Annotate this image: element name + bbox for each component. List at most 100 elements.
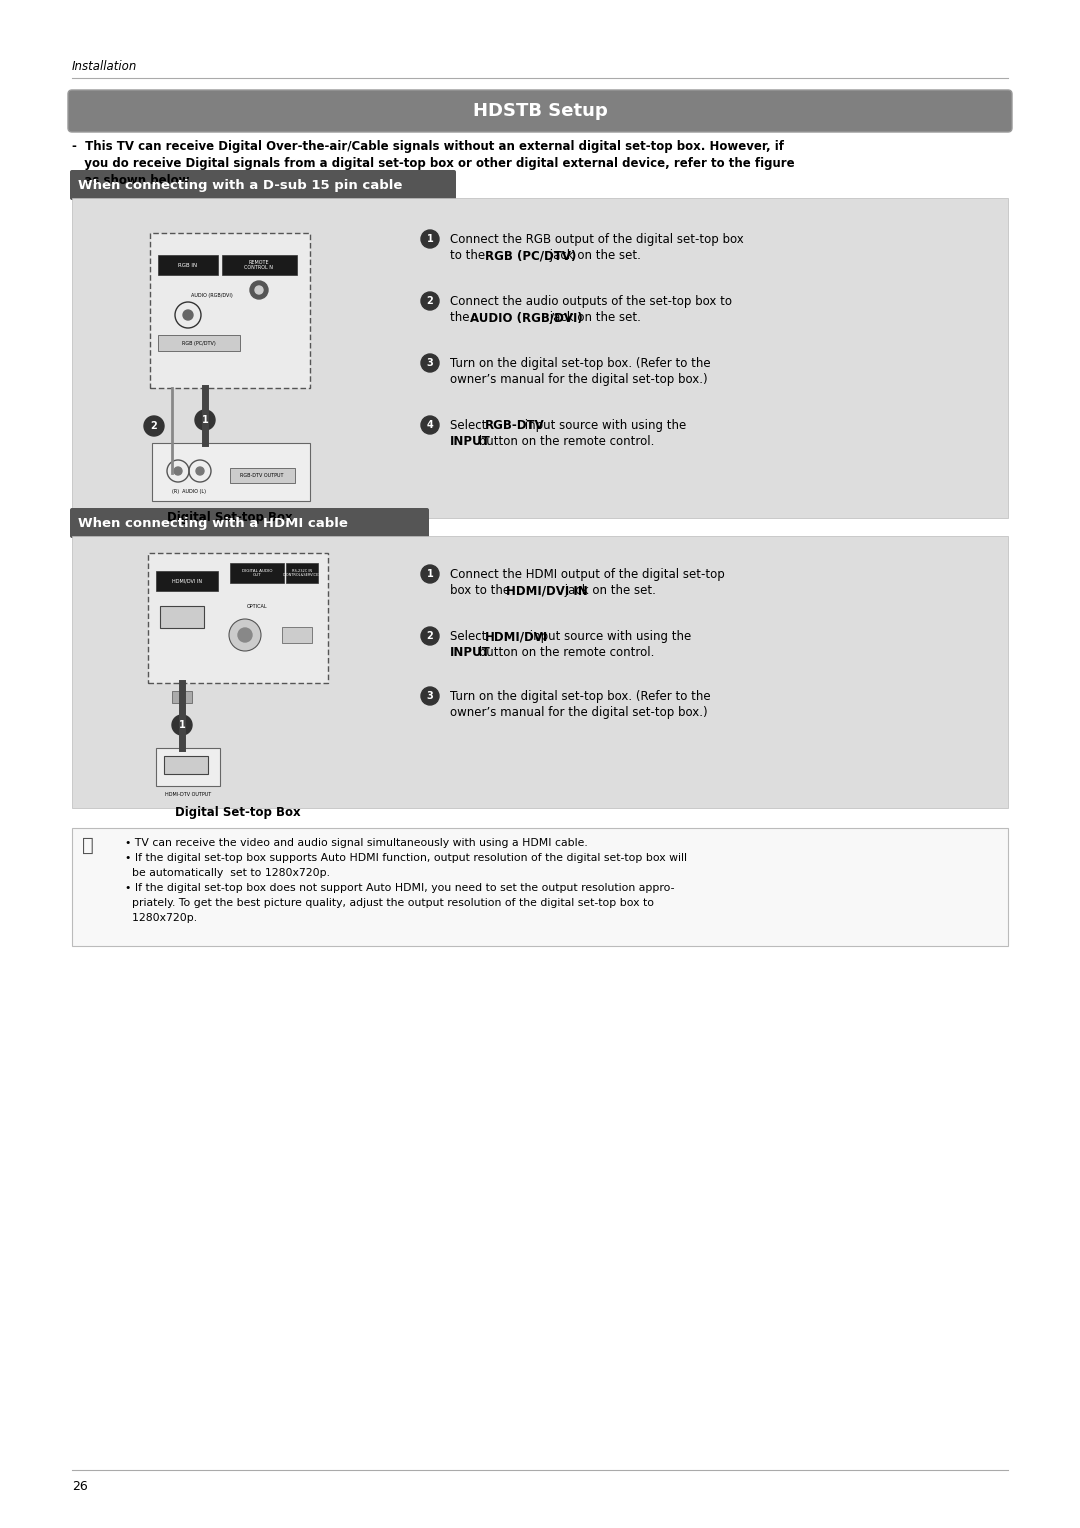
- Text: jack on the set.: jack on the set.: [546, 249, 640, 261]
- Text: When connecting with a HDMI cable: When connecting with a HDMI cable: [78, 516, 348, 530]
- Circle shape: [172, 715, 192, 735]
- Circle shape: [249, 281, 268, 299]
- Text: 3: 3: [427, 358, 433, 368]
- Bar: [222, 255, 297, 275]
- Bar: [160, 607, 204, 628]
- Text: 1: 1: [427, 568, 433, 579]
- Text: Installation: Installation: [72, 60, 137, 73]
- Text: jack on the set.: jack on the set.: [546, 312, 640, 324]
- Circle shape: [421, 416, 438, 434]
- Bar: [158, 255, 218, 275]
- Text: Turn on the digital set-top box. (Refer to the: Turn on the digital set-top box. (Refer …: [450, 691, 711, 703]
- Text: 1: 1: [202, 416, 208, 425]
- Text: to the: to the: [450, 249, 489, 261]
- Bar: [156, 571, 218, 591]
- Circle shape: [421, 688, 438, 704]
- Text: (R)  AUDIO (L): (R) AUDIO (L): [172, 489, 206, 494]
- FancyBboxPatch shape: [70, 507, 429, 538]
- Text: 4: 4: [427, 420, 433, 429]
- Circle shape: [229, 619, 261, 651]
- Text: REMOTE
CONTROL N: REMOTE CONTROL N: [244, 260, 273, 270]
- Text: 1280x720p.: 1280x720p.: [125, 914, 198, 923]
- Bar: [72, 828, 1008, 946]
- Text: as shown below.: as shown below.: [72, 174, 193, 186]
- Text: 2: 2: [427, 296, 433, 306]
- Text: jack on the set.: jack on the set.: [562, 584, 656, 597]
- Bar: [72, 536, 1008, 808]
- Circle shape: [255, 286, 264, 293]
- Text: priately. To get the best picture quality, adjust the output resolution of the d: priately. To get the best picture qualit…: [125, 898, 654, 908]
- Text: input source with using the: input source with using the: [526, 630, 691, 643]
- Circle shape: [421, 231, 438, 248]
- Text: 🖊: 🖊: [82, 836, 94, 856]
- Circle shape: [421, 292, 438, 310]
- Text: • TV can receive the video and audio signal simultaneously with using a HDMI cab: • TV can receive the video and audio sig…: [125, 837, 588, 848]
- Text: Digital Set-top Box: Digital Set-top Box: [175, 805, 301, 819]
- Text: Connect the HDMI output of the digital set-top: Connect the HDMI output of the digital s…: [450, 568, 725, 581]
- Text: 26: 26: [72, 1481, 87, 1493]
- Bar: [172, 691, 192, 703]
- FancyBboxPatch shape: [70, 170, 456, 200]
- Text: INPUT: INPUT: [450, 435, 490, 448]
- Circle shape: [195, 410, 215, 429]
- Text: DIGITAL AUDIO
OUT: DIGITAL AUDIO OUT: [242, 568, 272, 578]
- Text: OPTICAL: OPTICAL: [246, 604, 268, 608]
- Text: INPUT: INPUT: [450, 646, 490, 659]
- Text: Select: Select: [450, 630, 490, 643]
- Circle shape: [421, 626, 438, 645]
- Circle shape: [238, 628, 252, 642]
- Circle shape: [174, 468, 183, 475]
- Circle shape: [195, 468, 204, 475]
- Text: HDMI-DTV OUTPUT: HDMI-DTV OUTPUT: [165, 792, 211, 798]
- Text: RGB IN: RGB IN: [178, 263, 198, 267]
- Text: When connecting with a D-sub 15 pin cable: When connecting with a D-sub 15 pin cabl…: [78, 179, 403, 191]
- Text: RGB-DTV: RGB-DTV: [485, 419, 545, 432]
- Text: • If the digital set-top box does not support Auto HDMI, you need to set the out: • If the digital set-top box does not su…: [125, 883, 675, 892]
- Text: RGB-DTV OUTPUT: RGB-DTV OUTPUT: [240, 472, 284, 478]
- Bar: [230, 562, 284, 584]
- Text: HDMI/DVI IN: HDMI/DVI IN: [172, 579, 202, 584]
- Text: Turn on the digital set-top box. (Refer to the: Turn on the digital set-top box. (Refer …: [450, 358, 711, 370]
- Text: Connect the RGB output of the digital set-top box: Connect the RGB output of the digital se…: [450, 232, 744, 246]
- Text: 1: 1: [427, 234, 433, 244]
- Text: • If the digital set-top box supports Auto HDMI function, output resolution of t: • If the digital set-top box supports Au…: [125, 853, 687, 863]
- Bar: [158, 335, 240, 351]
- Text: button on the remote control.: button on the remote control.: [475, 435, 654, 448]
- Bar: [230, 468, 295, 483]
- Circle shape: [183, 310, 193, 319]
- Bar: [286, 562, 318, 584]
- Text: HDMI/DVI IN: HDMI/DVI IN: [505, 584, 588, 597]
- Bar: [164, 756, 208, 775]
- Text: the: the: [450, 312, 473, 324]
- Text: Digital Set-top Box: Digital Set-top Box: [167, 510, 293, 524]
- Bar: [72, 199, 1008, 518]
- Text: HDMI/DVI: HDMI/DVI: [485, 630, 549, 643]
- Text: Select: Select: [450, 419, 490, 432]
- Circle shape: [144, 416, 164, 435]
- FancyBboxPatch shape: [68, 90, 1012, 131]
- Text: 3: 3: [427, 691, 433, 701]
- Text: box to the: box to the: [450, 584, 514, 597]
- Text: 2: 2: [150, 422, 158, 431]
- Text: you do receive Digital signals from a digital set-top box or other digital exter: you do receive Digital signals from a di…: [72, 157, 795, 170]
- Text: owner’s manual for the digital set-top box.): owner’s manual for the digital set-top b…: [450, 706, 707, 720]
- Text: button on the remote control.: button on the remote control.: [475, 646, 654, 659]
- Text: AUDIO (RGB/DVI): AUDIO (RGB/DVI): [470, 312, 583, 324]
- Text: AUDIO (RGB/DVI): AUDIO (RGB/DVI): [191, 292, 233, 298]
- Circle shape: [421, 565, 438, 584]
- Text: owner’s manual for the digital set-top box.): owner’s manual for the digital set-top b…: [450, 373, 707, 387]
- Text: input source with using the: input source with using the: [521, 419, 686, 432]
- Text: RGB (PC/DTV): RGB (PC/DTV): [183, 341, 216, 345]
- Text: Connect the audio outputs of the set-top box to: Connect the audio outputs of the set-top…: [450, 295, 732, 309]
- Bar: [156, 749, 220, 785]
- Bar: [148, 553, 328, 683]
- Bar: [152, 443, 310, 501]
- Circle shape: [421, 354, 438, 371]
- Text: HDSTB Setup: HDSTB Setup: [473, 102, 607, 121]
- Bar: [282, 626, 312, 643]
- Text: RGB (PC/DTV): RGB (PC/DTV): [485, 249, 577, 261]
- Text: RS-232C IN
(CONTROL&SERVICE): RS-232C IN (CONTROL&SERVICE): [283, 568, 321, 578]
- Text: 1: 1: [178, 720, 186, 730]
- Text: be automatically  set to 1280x720p.: be automatically set to 1280x720p.: [125, 868, 330, 879]
- Text: -  This TV can receive Digital Over-the-air/Cable signals without an external di: - This TV can receive Digital Over-the-a…: [72, 141, 784, 153]
